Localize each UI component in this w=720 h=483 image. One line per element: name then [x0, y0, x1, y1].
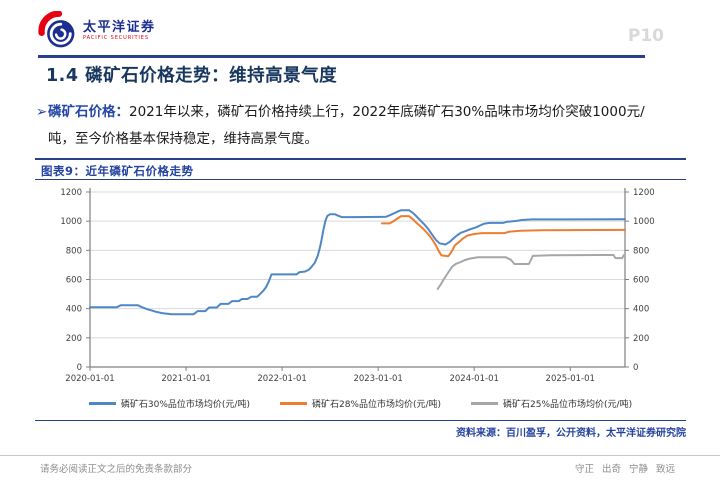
legend-line-swatch [471, 402, 499, 405]
figure-bottom-rule [35, 420, 686, 421]
svg-text:2025-01-01: 2025-01-01 [546, 374, 595, 384]
pacific-securities-logo-icon [38, 11, 75, 48]
line-chart-canvas: 0 0 200 200 400 400 600 600 800 800 1000 1000 1200 12… [60, 188, 655, 384]
svg-text:800: 800 [66, 246, 82, 256]
legend-label: 磷矿石25%品位市场均价(元/吨) [503, 400, 633, 410]
bullet-line2: 吨，至今价格基本保持稳定，维持高景气度。 [48, 131, 318, 147]
legend-label: 磷矿石30%品位市场均价(元/吨) [120, 400, 250, 410]
svg-text:1200: 1200 [60, 188, 82, 198]
footer-motto: 守正 出奇 宁静 致远 [574, 464, 675, 475]
svg-text:2021-01-01: 2021-01-01 [161, 374, 210, 384]
figure-top-rule [35, 158, 686, 160]
svg-text:600: 600 [66, 276, 82, 286]
footer-disclaimer: 请务必阅读正文之后的免责条款部分 [40, 464, 193, 475]
price-trend-chart: 0 0 200 200 400 400 600 600 800 800 1000 1000 1200 12… [35, 184, 685, 396]
svg-text:600: 600 [633, 276, 649, 286]
chart-legend: 磷矿石30%品位市场均价(元/吨) 磷矿石28%品位市场均价(元/吨) 磷矿石25%… [35, 397, 686, 410]
bullet-lead: 磷矿石价格： [48, 104, 129, 120]
figure-source: 资料来源：百川盈孚，公开资料，太平洋证券研究院 [456, 428, 686, 439]
company-logo: 太平洋证券 PACIFIC SECURITIES [38, 11, 156, 51]
svg-text:2024-01-01: 2024-01-01 [449, 374, 498, 384]
svg-text:200: 200 [633, 334, 649, 344]
legend-line-swatch [88, 402, 116, 405]
svg-text:2023-01-01: 2023-01-01 [353, 374, 402, 384]
page-title: 1.4 磷矿石价格走势：维持高景气度 [46, 66, 338, 86]
svg-text:1200: 1200 [633, 188, 655, 198]
figure-caption: 图表9：近年磷矿石价格走势 [41, 164, 194, 178]
header-divider [38, 55, 645, 58]
footer-divider [0, 455, 720, 456]
figure-caption-rule [35, 179, 686, 180]
bullet-line1: 2021年以来，磷矿石价格持续上行，2022年底磷矿石30%品味市场均价突破10… [129, 104, 645, 120]
svg-text:2022-01-01: 2022-01-01 [257, 374, 306, 384]
bullet-arrow-icon: ➢ [36, 104, 48, 120]
svg-text:2020-01-01: 2020-01-01 [65, 374, 114, 384]
legend-item: 磷矿石30%品位市场均价(元/吨) [88, 397, 250, 410]
legend-item: 磷矿石28%品位市场均价(元/吨) [279, 397, 442, 410]
svg-text:800: 800 [633, 246, 649, 256]
logo-cn-text: 太平洋证券 [83, 20, 156, 35]
legend-line-swatch [279, 402, 307, 405]
page-number: P10 [627, 26, 664, 46]
svg-text:400: 400 [66, 305, 82, 315]
legend-item: 磷矿石25%品位市场均价(元/吨) [471, 397, 632, 410]
svg-text:1000: 1000 [60, 217, 82, 227]
svg-text:400: 400 [633, 305, 649, 315]
svg-text:0: 0 [633, 363, 638, 373]
svg-text:0: 0 [77, 363, 82, 373]
legend-label: 磷矿石28%品位市场均价(元/吨) [311, 400, 442, 410]
svg-text:1000: 1000 [633, 217, 655, 227]
summary-paragraph: ➢ 磷矿石价格：2021年以来，磷矿石价格持续上行，2022年底磷矿石30%品味市… [36, 99, 710, 153]
svg-text:200: 200 [66, 334, 82, 344]
logo-en-text: PACIFIC SECURITIES [83, 35, 149, 41]
